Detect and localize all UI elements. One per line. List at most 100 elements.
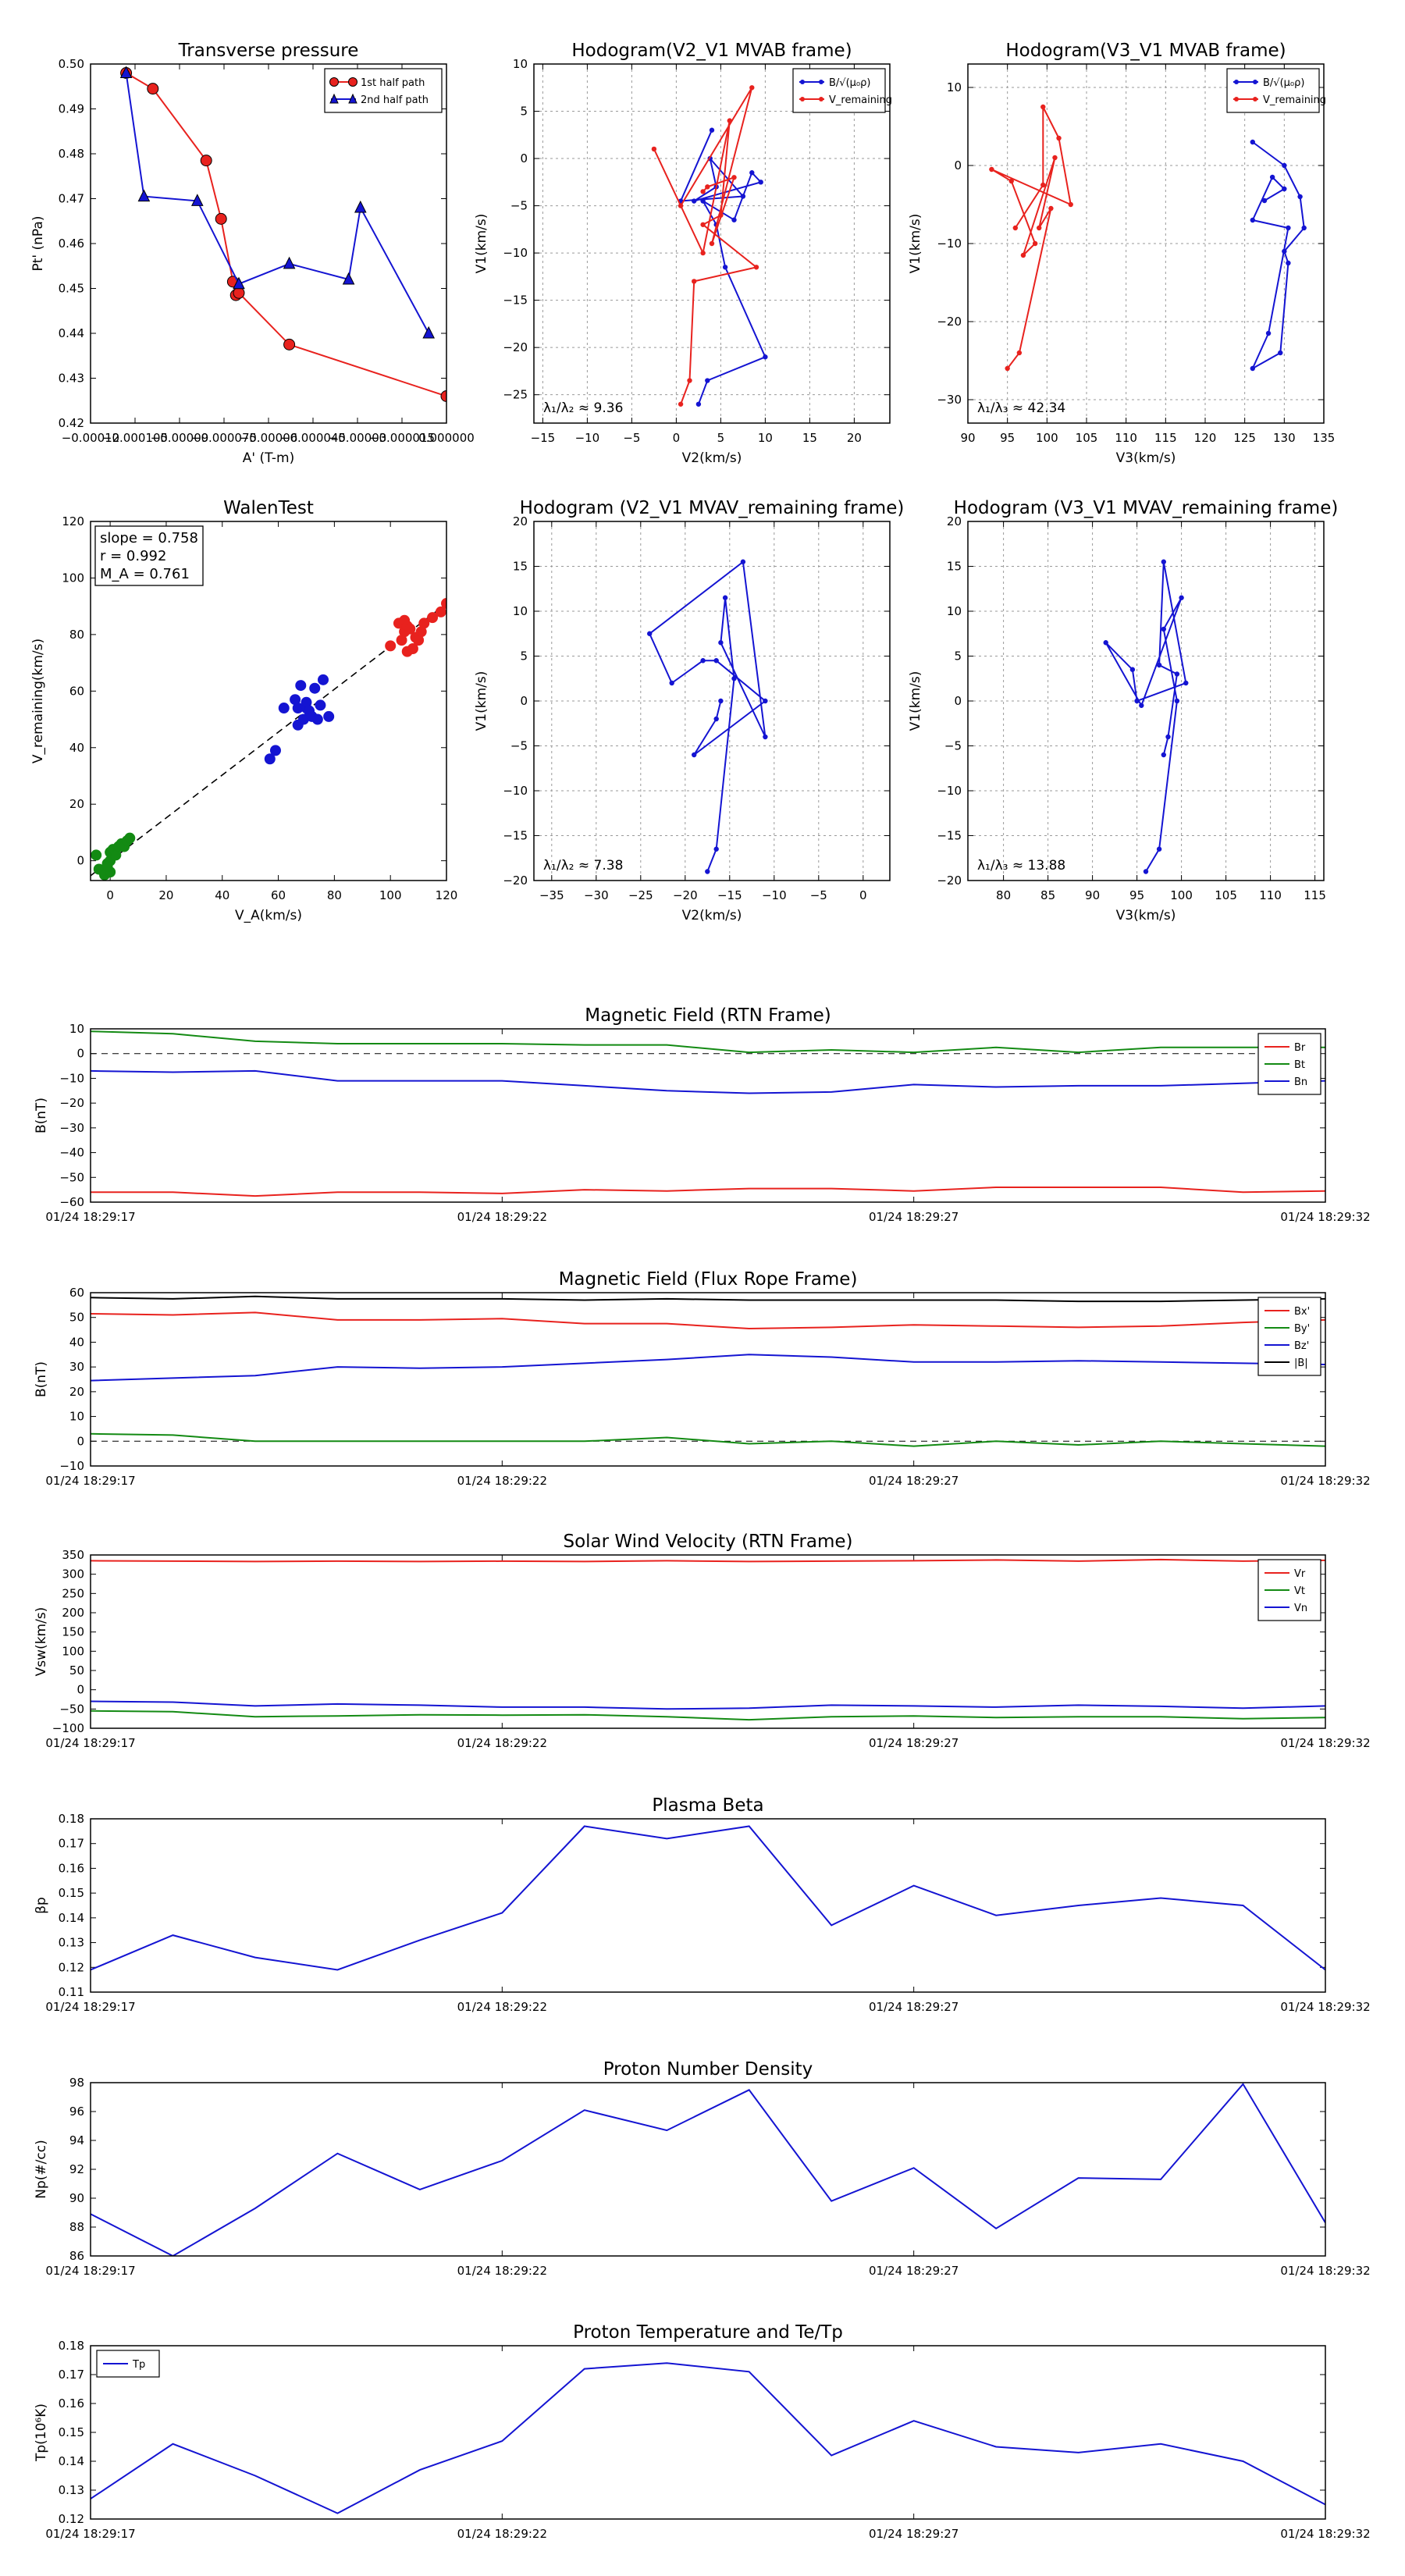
- legend-box: [1257, 1297, 1321, 1376]
- ratio-annotation: λ₁/λ₃ ≈ 13.88: [977, 858, 1065, 873]
- legend-marker: [819, 97, 823, 101]
- data-point: [1183, 680, 1189, 686]
- chart-title: Proton Temperature and Te/Tp: [573, 2322, 843, 2343]
- x-tick-label: −10: [575, 431, 600, 445]
- plot-area: [989, 104, 1307, 372]
- x-tick-label: 15: [802, 431, 817, 445]
- x-tick-label: −15: [531, 431, 556, 445]
- chart-magnetic-field-flux-rope: 01/24 18:29:17 01/24 18:29:22 01/24 18:29:…: [34, 1269, 1371, 1488]
- series-line-hodogram: [1104, 561, 1187, 873]
- y-tick-label: −15: [503, 829, 528, 843]
- legend-label: V_remaining: [829, 94, 892, 106]
- data-point: [385, 640, 397, 652]
- y-tick-label: −20: [503, 340, 528, 354]
- axes-frame: [533, 63, 891, 424]
- data-point: [441, 598, 446, 610]
- y-tick-label: −20: [503, 873, 528, 888]
- x-tick-label: −0.00003: [329, 431, 387, 445]
- x-tick-label: 80: [996, 888, 1011, 902]
- y-tick-label: 0: [76, 1683, 84, 1697]
- data-point: [311, 713, 323, 725]
- data-point: [692, 279, 697, 284]
- data-point: [407, 642, 418, 654]
- legend-marker: [1234, 97, 1239, 101]
- data-point: [1250, 365, 1256, 372]
- x-tick-label: 100: [1036, 431, 1058, 445]
- data-point: [190, 194, 204, 206]
- x-tick-label: −10: [762, 888, 787, 902]
- data-point: [718, 698, 724, 704]
- data-point: [709, 240, 715, 247]
- series-line-Bz-: [91, 1354, 1325, 1382]
- x-tick-label: 01/24 18:29:22: [457, 1210, 547, 1224]
- legend: Br Bt Bn: [1257, 1033, 1321, 1095]
- plot-area: [91, 1295, 1325, 1447]
- x-tick-label: 01/24 18:29:32: [1280, 2264, 1370, 2278]
- x-tick-label: −0.00006: [240, 431, 298, 445]
- plot-area: [1103, 559, 1189, 874]
- data-point: [1012, 225, 1019, 231]
- y-tick-label: −30: [59, 1121, 84, 1135]
- plot-area: [91, 1558, 1325, 1721]
- x-tick-label: −25: [628, 888, 653, 902]
- data-point: [722, 265, 728, 270]
- series-line-V-remaining: [991, 106, 1072, 369]
- y-tick-label: 90: [69, 2191, 84, 2205]
- y-tick-label: 0.45: [59, 282, 84, 296]
- data-point: [692, 198, 697, 204]
- data-point: [1265, 330, 1272, 336]
- legend-label: Bn: [1294, 1076, 1307, 1088]
- stats-line: slope = 0.758: [100, 530, 198, 546]
- x-tick-label: −20: [673, 888, 698, 902]
- y-tick-label: −5: [944, 739, 962, 753]
- data-point: [1143, 869, 1149, 874]
- x-tick-label: 20: [847, 431, 862, 445]
- y-tick-label: 10: [513, 604, 528, 618]
- plot-area: [91, 1825, 1325, 1971]
- legend: B/√(μ₀ρ) V_remaining: [792, 68, 892, 113]
- data-point: [1020, 252, 1026, 258]
- data-point: [651, 146, 657, 152]
- data-point: [713, 716, 719, 722]
- legend-marker: [329, 93, 339, 104]
- series-line-B-: [1250, 141, 1305, 371]
- data-point: [713, 658, 719, 664]
- y-tick-label: 30: [69, 1360, 84, 1374]
- data-point: [1250, 139, 1256, 145]
- y-tick-label: 0.46: [59, 237, 84, 251]
- chart-walen-test: 0 20 40 60 80 100 120 0 20 40 60 80 100 120 WalenTest V…: [30, 498, 457, 923]
- series-line-Bt: [91, 1030, 1325, 1054]
- y-tick-label: 10: [513, 57, 528, 71]
- data-point: [124, 832, 136, 844]
- series-line-hodogram: [648, 560, 767, 872]
- data-point: [1286, 260, 1291, 266]
- data-point: [91, 849, 102, 861]
- x-tick-label: 125: [1233, 431, 1256, 445]
- y-tick-label: −60: [59, 1195, 84, 1209]
- data-point: [705, 184, 710, 190]
- series-line-2nd-half-path: [125, 73, 430, 334]
- x-tick-label: 01/24 18:29:22: [457, 2527, 547, 2541]
- y-tick-label: 100: [62, 1644, 84, 1658]
- legend-box: [324, 68, 443, 113]
- y-tick-label: −15: [937, 829, 962, 843]
- x-tick-label: 40: [215, 888, 229, 902]
- legend-label: Br: [1294, 1042, 1306, 1054]
- legend-label: By': [1294, 1323, 1310, 1335]
- series-line--B-: [91, 1295, 1325, 1303]
- chart-title: Magnetic Field (RTN Frame): [585, 1005, 831, 1026]
- x-tick-label: 01/24 18:29:27: [869, 1736, 959, 1750]
- data-point: [1052, 155, 1058, 161]
- x-tick-label: 95: [1129, 888, 1144, 902]
- axes-frame: [967, 521, 1325, 881]
- ratio-annotation: λ₁/λ₂ ≈ 7.38: [543, 858, 623, 873]
- x-tick-label: 01/24 18:29:27: [869, 1210, 959, 1224]
- plot-area: [91, 2083, 1325, 2256]
- data-point: [713, 846, 719, 852]
- data-point: [1297, 194, 1303, 200]
- data-point: [1048, 205, 1054, 212]
- data-point: [749, 170, 755, 176]
- y-tick-label: 20: [947, 514, 962, 528]
- x-tick-label: 0: [859, 888, 867, 902]
- x-tick-label: 01/24 18:29:32: [1280, 2527, 1370, 2541]
